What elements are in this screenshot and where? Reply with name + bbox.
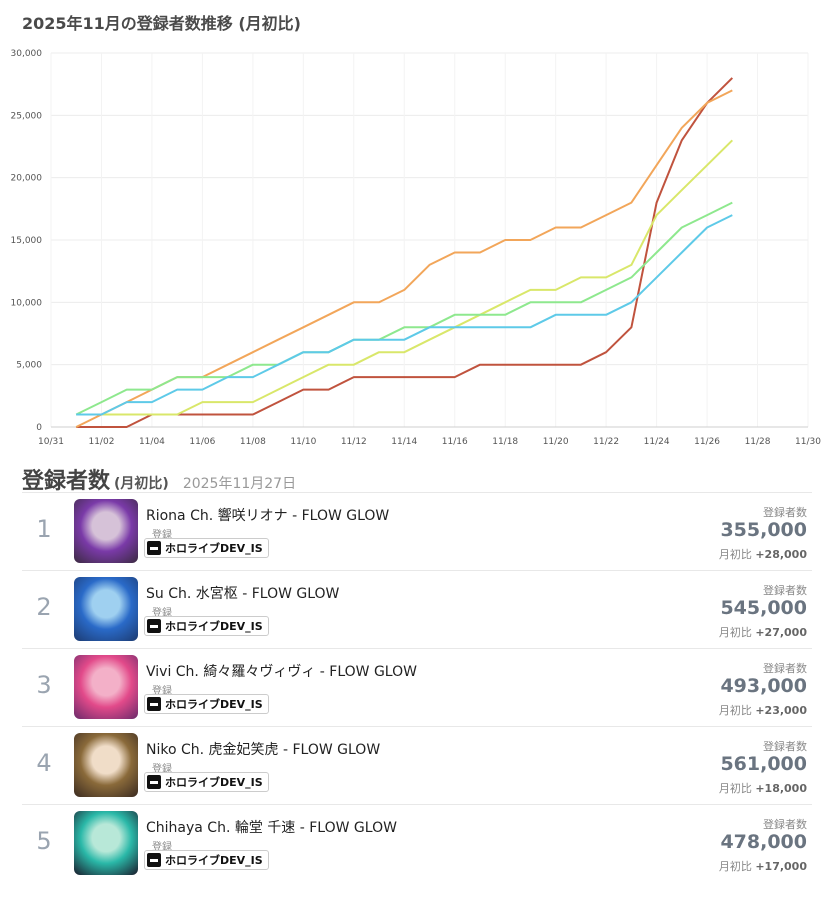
x-tick-label: 11/14 — [391, 437, 417, 447]
subscriber-label: 登録者数 — [763, 584, 807, 597]
delta-value: +17,000 — [755, 860, 807, 873]
org-badge[interactable]: ホロライブDEV_IS — [144, 850, 269, 870]
series-line — [76, 77, 734, 428]
x-tick-label: 10/31 — [38, 437, 64, 447]
avatar[interactable] — [74, 811, 138, 875]
delta-label: 月初比 — [718, 626, 752, 639]
register-label[interactable]: 登録 — [152, 764, 172, 775]
series-line — [76, 139, 734, 416]
org-badge[interactable]: ホロライブDEV_IS — [144, 538, 269, 558]
monthly-change: 月初比 +18,000 — [719, 780, 807, 796]
list-item[interactable]: 1 Riona Ch. 響咲リオナ - FLOW GLOW 登録 ホロライブDE… — [22, 492, 812, 570]
rank-number: 5 — [36, 827, 52, 855]
rank-number: 1 — [36, 515, 52, 543]
register-label[interactable]: 登録 — [152, 530, 172, 541]
org-logo-icon — [147, 775, 161, 789]
subscriber-count: 545,000 — [720, 597, 807, 619]
register-label[interactable]: 登録 — [152, 842, 172, 853]
x-tick-label: 11/04 — [139, 437, 165, 447]
delta-value: +23,000 — [755, 704, 807, 717]
list-item[interactable]: 2 Su Ch. 水宮枢 - FLOW GLOW 登録 ホロライブDEV_IS … — [22, 570, 812, 648]
org-name: ホロライブDEV_IS — [165, 776, 263, 789]
org-logo-icon — [147, 853, 161, 867]
ranking-header: 登録者数 (月初比) 2025年11月27日 — [22, 463, 297, 494]
x-tick-label: 11/18 — [492, 437, 518, 447]
org-logo-icon — [147, 697, 161, 711]
org-badge[interactable]: ホロライブDEV_IS — [144, 616, 269, 636]
ranking-title: 登録者数 — [22, 469, 111, 494]
monthly-change: 月初比 +27,000 — [719, 624, 807, 640]
org-name: ホロライブDEV_IS — [165, 542, 263, 555]
subscriber-label: 登録者数 — [763, 662, 807, 675]
series-line — [75, 201, 733, 416]
channel-name[interactable]: Vivi Ch. 綺々羅々ヴィヴィ - FLOW GLOW — [146, 664, 417, 680]
delta-label: 月初比 — [718, 860, 752, 873]
x-tick-label: 11/10 — [290, 437, 316, 447]
rank-number: 2 — [36, 593, 52, 621]
y-tick-label: 5,000 — [16, 361, 42, 371]
rank-number: 3 — [36, 671, 52, 699]
x-tick-label: 11/26 — [694, 437, 720, 447]
org-logo-icon — [147, 619, 161, 633]
org-logo-icon — [147, 541, 161, 555]
delta-label: 月初比 — [718, 782, 752, 795]
y-tick-label: 10,000 — [11, 298, 43, 308]
channel-name[interactable]: Riona Ch. 響咲リオナ - FLOW GLOW — [146, 508, 390, 524]
y-tick-label: 0 — [36, 423, 42, 433]
x-tick-label: 11/22 — [593, 437, 619, 447]
x-tick-label: 11/08 — [240, 437, 266, 447]
avatar[interactable] — [74, 733, 138, 797]
list-item[interactable]: 5 Chihaya Ch. 輪堂 千速 - FLOW GLOW 登録 ホロライブ… — [22, 804, 812, 882]
org-name: ホロライブDEV_IS — [165, 698, 263, 711]
ranking-list: 1 Riona Ch. 響咲リオナ - FLOW GLOW 登録 ホロライブDE… — [22, 492, 812, 882]
delta-value: +27,000 — [755, 626, 807, 639]
list-item[interactable]: 3 Vivi Ch. 綺々羅々ヴィヴィ - FLOW GLOW 登録 ホロライブ… — [22, 648, 812, 726]
subscriber-label: 登録者数 — [763, 506, 807, 519]
subscriber-label: 登録者数 — [763, 818, 807, 831]
y-tick-label: 20,000 — [11, 174, 43, 184]
page-title: 2025年11月の登録者数推移 (月初比) — [22, 14, 301, 33]
subscriber-label: 登録者数 — [763, 740, 807, 753]
x-tick-label: 11/20 — [543, 437, 569, 447]
avatar[interactable] — [74, 655, 138, 719]
series-line — [76, 214, 733, 416]
register-label[interactable]: 登録 — [152, 686, 172, 697]
subscriber-count: 561,000 — [720, 753, 807, 775]
channel-name[interactable]: Niko Ch. 虎金妃笑虎 - FLOW GLOW — [146, 742, 381, 758]
delta-value: +18,000 — [755, 782, 807, 795]
delta-label: 月初比 — [718, 548, 752, 561]
x-tick-label: 11/16 — [442, 437, 468, 447]
x-tick-label: 11/06 — [189, 437, 215, 447]
x-tick-label: 11/24 — [644, 437, 670, 447]
x-tick-label: 11/30 — [795, 437, 821, 447]
delta-label: 月初比 — [718, 704, 752, 717]
x-tick-label: 11/02 — [88, 437, 114, 447]
monthly-change: 月初比 +28,000 — [719, 546, 807, 562]
org-name: ホロライブDEV_IS — [165, 854, 263, 867]
subscriber-line-chart: 0 5,000 10,000 15,000 20,000 25,000 30,000 10/3… — [11, 49, 822, 447]
avatar[interactable] — [74, 577, 138, 641]
ranking-subtitle: (月初比) — [114, 476, 169, 492]
subscriber-count: 493,000 — [720, 675, 807, 697]
rank-number: 4 — [36, 749, 52, 777]
channel-name[interactable]: Chihaya Ch. 輪堂 千速 - FLOW GLOW — [146, 820, 397, 836]
avatar[interactable] — [74, 499, 138, 563]
x-tick-label: 11/28 — [745, 437, 771, 447]
register-label[interactable]: 登録 — [152, 608, 172, 619]
subscriber-count: 355,000 — [720, 519, 807, 541]
monthly-change: 月初比 +23,000 — [719, 702, 807, 718]
delta-value: +28,000 — [755, 548, 807, 561]
y-tick-label: 25,000 — [11, 111, 43, 121]
y-tick-label: 30,000 — [11, 49, 43, 59]
subscriber-count: 478,000 — [720, 831, 807, 853]
org-badge[interactable]: ホロライブDEV_IS — [144, 694, 269, 714]
monthly-change: 月初比 +17,000 — [719, 858, 807, 874]
org-badge[interactable]: ホロライブDEV_IS — [144, 772, 269, 792]
x-tick-label: 11/12 — [341, 437, 367, 447]
list-item[interactable]: 4 Niko Ch. 虎金妃笑虎 - FLOW GLOW 登録 ホロライブDEV… — [22, 726, 812, 804]
channel-name[interactable]: Su Ch. 水宮枢 - FLOW GLOW — [146, 586, 340, 602]
y-tick-label: 15,000 — [11, 236, 43, 246]
org-name: ホロライブDEV_IS — [165, 620, 263, 633]
ranking-date: 2025年11月27日 — [182, 476, 297, 492]
